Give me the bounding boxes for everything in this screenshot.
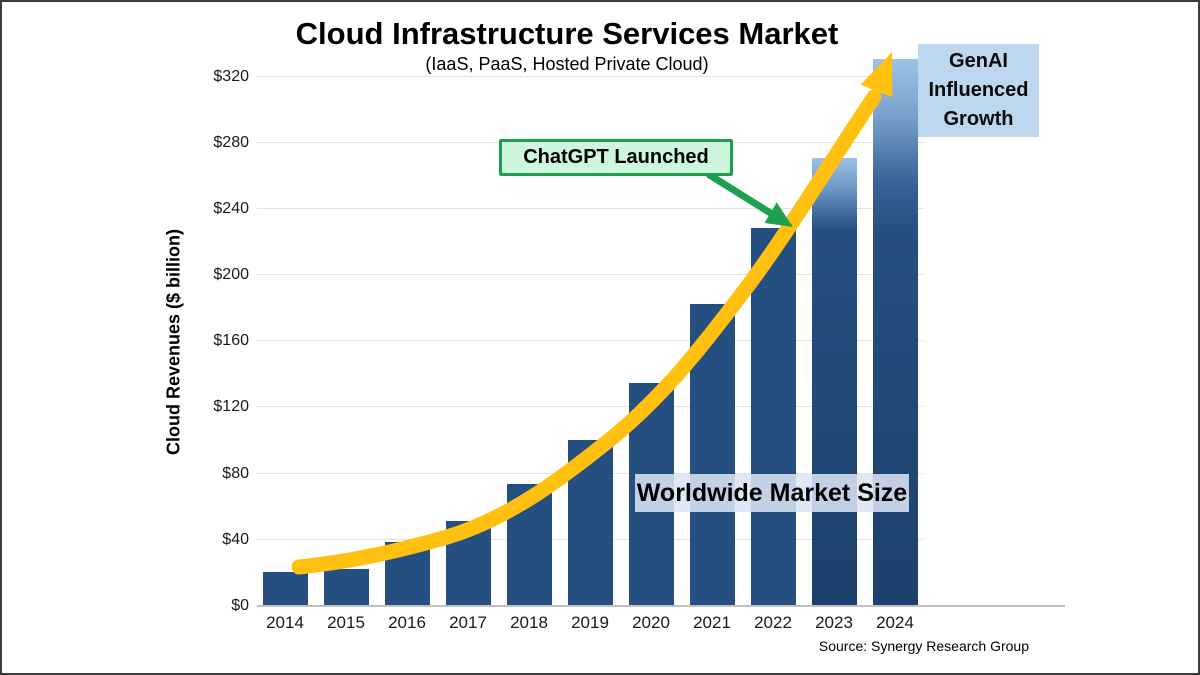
bar-2021 xyxy=(689,303,735,605)
bar-2023 xyxy=(811,158,857,605)
x-tick-label-2016: 2016 xyxy=(388,613,426,632)
bar-2017 xyxy=(445,520,491,605)
y-tick-label-200: $200 xyxy=(213,266,249,284)
worldwide-market-size-label: Worldwide Market Size xyxy=(635,474,909,512)
bar-2018 xyxy=(506,484,552,605)
x-tick-label-2014: 2014 xyxy=(266,613,304,632)
y-tick-label-40: $40 xyxy=(222,530,249,548)
y-tick-label-0: $0 xyxy=(231,597,249,614)
y-tick-label-240: $240 xyxy=(213,199,249,217)
bar-2014 xyxy=(262,571,308,605)
genai-label-line1: GenAI xyxy=(949,50,1008,72)
genai-label-line3: Growth xyxy=(943,108,1014,130)
y-tick-label-120: $120 xyxy=(213,398,249,416)
chart-subtitle: (IaaS, PaaS, Hosted Private Cloud) xyxy=(425,54,709,74)
genai-label-line2: Influenced xyxy=(928,79,1029,101)
bar-2024 xyxy=(872,59,918,605)
gridline-320 xyxy=(257,75,924,77)
chart-title: Cloud Infrastructure Services Market xyxy=(295,16,839,51)
x-tick-label-2021: 2021 xyxy=(693,613,731,632)
x-tick-label-2023: 2023 xyxy=(815,613,853,632)
chatgpt-launched-callout: ChatGPT Launched xyxy=(499,139,733,176)
x-tick-label-2019: 2019 xyxy=(571,613,609,632)
bar-2019 xyxy=(567,439,613,605)
genai-influenced-growth-label: GenAI Influenced Growth xyxy=(918,44,1039,137)
chatgpt-callout-arrow xyxy=(706,171,793,227)
bar-2016 xyxy=(384,542,430,605)
x-axis-line xyxy=(257,605,1065,607)
y-axis-title: Cloud Revenues ($ billion) xyxy=(163,228,184,456)
y-tick-label-280: $280 xyxy=(213,133,249,151)
y-tick-label-80: $80 xyxy=(222,464,249,482)
bar-2022 xyxy=(750,227,796,605)
source-credit: Source: Synergy Research Group xyxy=(818,638,1029,654)
x-tick-label-2018: 2018 xyxy=(510,613,548,632)
y-tick-label-320: $320 xyxy=(213,67,249,85)
x-tick-label-2015: 2015 xyxy=(327,613,365,632)
y-tick-label-160: $160 xyxy=(213,332,249,350)
x-tick-label-2017: 2017 xyxy=(449,613,487,632)
bar-2015 xyxy=(323,568,369,605)
x-tick-label-2022: 2022 xyxy=(754,613,792,632)
x-tick-label-2024: 2024 xyxy=(876,613,914,632)
x-tick-label-2020: 2020 xyxy=(632,613,670,632)
